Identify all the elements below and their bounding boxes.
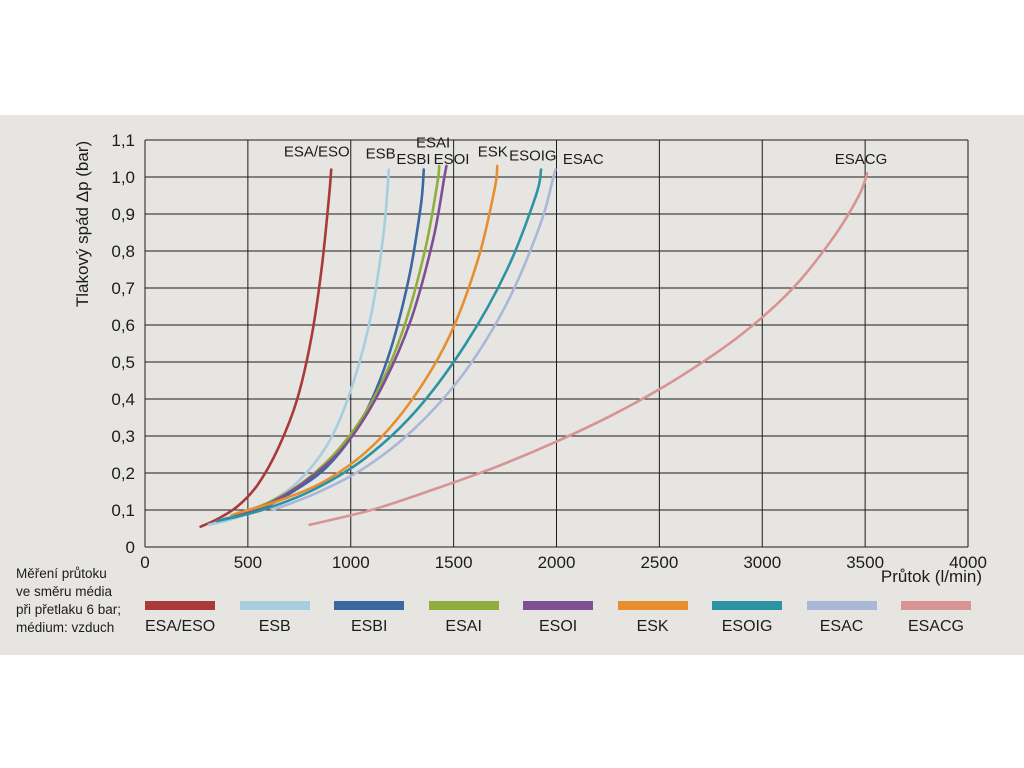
legend-swatch-esac [806, 601, 877, 610]
legend-item-esbi: ESBI [334, 601, 405, 636]
curve-esa-eso [199, 168, 333, 528]
legend-swatch-esb [239, 601, 310, 610]
x-tick-label-3500: 3500 [846, 553, 884, 572]
curve-label-esoi: ESOI [434, 151, 470, 168]
curve-esk [234, 164, 499, 515]
x-tick-label-1500: 1500 [435, 553, 473, 572]
legend-swatch-esacg [901, 601, 971, 610]
curve-label-esoig: ESOIG [509, 147, 557, 164]
legend-item-esoig: ESOIG [712, 601, 783, 636]
grid-layer [144, 139, 969, 548]
curve-label-esac: ESAC [563, 151, 604, 168]
series-layer [199, 164, 869, 528]
curve-esai [230, 164, 441, 517]
legend-item-esoi: ESOI [523, 601, 594, 636]
curve-esoi [234, 164, 448, 517]
x-tick-label-2000: 2000 [538, 553, 576, 572]
curve-esoig [215, 168, 543, 523]
curve-label-esai: ESAI [416, 134, 450, 151]
curve-esb [207, 168, 391, 527]
legend-label-esk: ESK [636, 618, 669, 635]
legend-label-esbi: ESBI [350, 618, 388, 635]
x-tick-label-500: 500 [234, 553, 262, 572]
y-tick-label-0-1: 0,1 [111, 501, 135, 520]
legend-swatch-esoig [712, 601, 783, 610]
y-tick-label-0-3: 0,3 [111, 427, 135, 446]
curve-label-esa-eso: ESA/ESO [284, 144, 350, 161]
legend-label-esoi: ESOI [539, 618, 578, 635]
y-tick-label-0: 0 [126, 538, 135, 557]
y-tick-label-0-2: 0,2 [111, 464, 135, 483]
legend-swatch-esk [617, 601, 688, 610]
curve-label-esb: ESB [366, 146, 396, 163]
legend-item-esacg: ESACG [901, 601, 971, 636]
legend-item-esk: ESK [617, 601, 688, 636]
legend-item-esac: ESAC [806, 601, 877, 636]
x-tick-label-2500: 2500 [640, 553, 678, 572]
legend-item-esa-eso: ESA/ESO [145, 601, 215, 636]
y-tick-label-1: 1,0 [111, 168, 135, 187]
legend-label-esac: ESAC [819, 618, 864, 635]
legend-swatch-esa-eso [145, 601, 216, 610]
legend-label-esacg: ESACG [907, 618, 964, 635]
x-tick-label-3000: 3000 [743, 553, 781, 572]
legend: ESA/ESO ESB ESBI ESAI ESOI ESK ESOIG ESAC ESACG [145, 601, 971, 636]
y-tick-label-0-6: 0,6 [111, 316, 135, 335]
legend-item-esai: ESAI [428, 601, 499, 636]
x-tick-label-0: 0 [140, 553, 149, 572]
legend-label-esa-eso: ESA/ESO [145, 618, 216, 635]
legend-label-esb: ESB [258, 618, 291, 635]
axis-tick-layer: 0 500 1000 1500 2000 2500 3000 3500 4000 0 0,1 0,2 0… [111, 131, 987, 572]
x-axis-title: Průtok (l/min) [880, 567, 982, 586]
y-tick-label-0-4: 0,4 [111, 390, 135, 409]
y-axis-title: Tlakový spád Δp (bar) [73, 141, 92, 307]
y-tick-label-0-8: 0,8 [111, 242, 135, 261]
curve-esacg [308, 172, 869, 527]
legend-swatch-esbi [334, 601, 405, 610]
x-tick-label-1000: 1000 [332, 553, 370, 572]
y-tick-label-0-9: 0,9 [111, 205, 135, 224]
legend-label-esoig: ESOIG [721, 618, 773, 635]
curve-esac [271, 168, 557, 512]
legend-swatch-esoi [523, 601, 594, 610]
y-tick-label-0-7: 0,7 [111, 279, 135, 298]
x-tick-label-4000: 4000 [949, 553, 987, 572]
curve-label-esacg: ESACG [835, 151, 888, 168]
curve-label-esk: ESK [478, 144, 508, 161]
y-tick-label-0-5: 0,5 [111, 353, 135, 372]
curve-label-esbi: ESBI [396, 151, 430, 168]
legend-item-esb: ESB [239, 601, 310, 636]
legend-swatch-esai [428, 601, 499, 610]
legend-label-esai: ESAI [445, 618, 482, 635]
y-tick-label-1-1: 1,1 [111, 131, 135, 150]
measurement-note: Měření průtoku ve směru média při přetla… [16, 566, 122, 635]
